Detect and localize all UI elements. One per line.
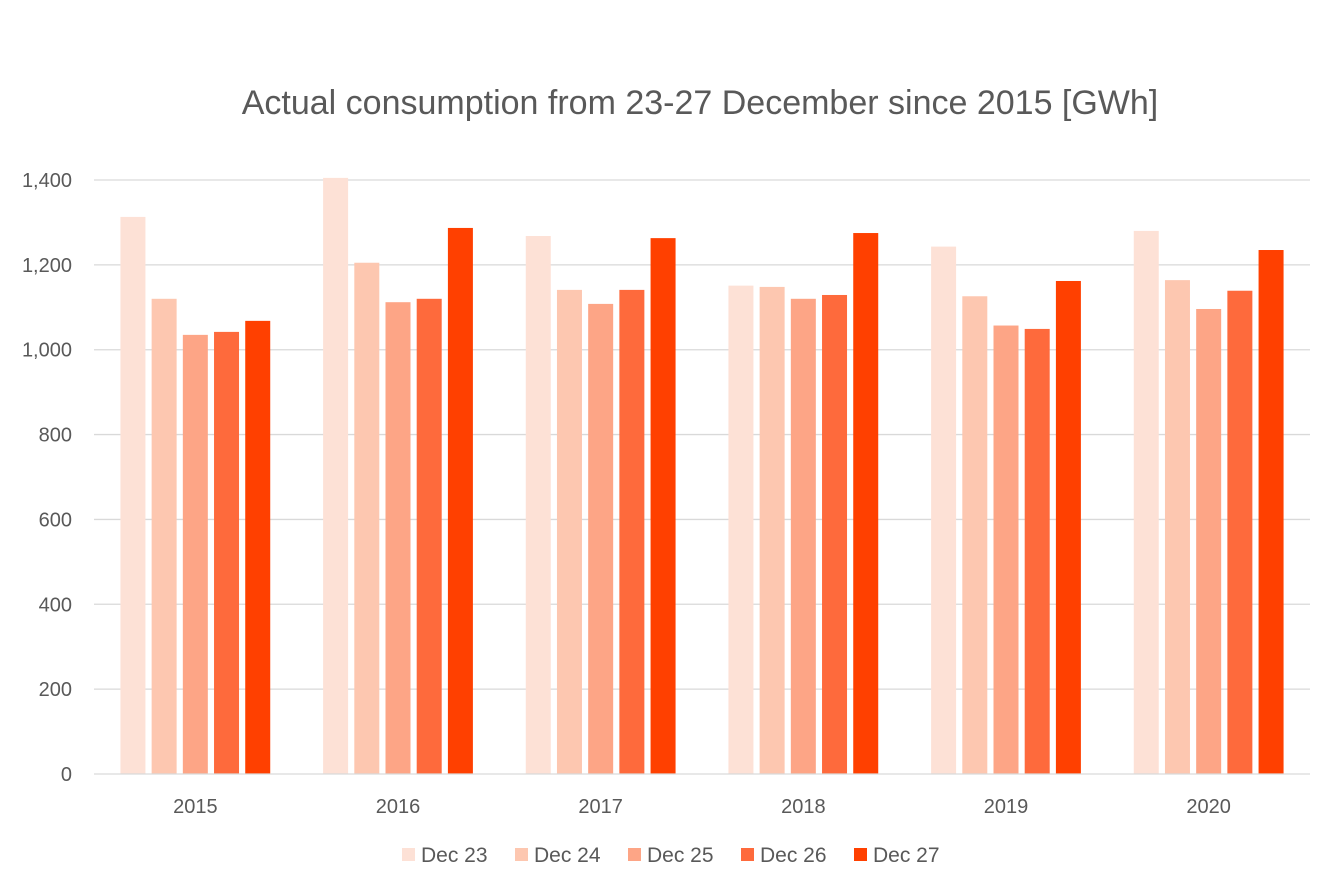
x-tick-label: 2018	[781, 796, 826, 818]
x-tick-label: 2015	[173, 796, 218, 818]
bar-2020-dec-25	[1196, 308, 1222, 774]
bar-2018-dec-27	[853, 233, 879, 775]
x-tick-label: 2016	[376, 796, 421, 818]
gridlines	[94, 179, 1310, 690]
bar-2017-dec-24	[556, 289, 582, 774]
y-tick-label: 1,200	[22, 255, 72, 277]
bar-2017-dec-23	[525, 236, 551, 774]
chart-title: Actual consumption from 23-27 December s…	[242, 84, 1159, 122]
x-tick-label: 2017	[578, 796, 623, 818]
legend-swatch	[854, 848, 867, 861]
y-tick-label: 0	[61, 764, 72, 786]
bar-2019-dec-23	[931, 246, 957, 774]
bar-2017-dec-26	[619, 289, 645, 774]
legend-label: Dec 25	[647, 844, 714, 867]
bar-2020-dec-23	[1133, 230, 1159, 774]
bar-2016-dec-23	[323, 177, 349, 775]
bar-2017-dec-27	[650, 238, 676, 774]
legend: Dec 23 Dec 24 Dec 25 Dec 26 Dec 27	[402, 844, 940, 867]
bar-2015-dec-25	[182, 334, 208, 774]
bar-2020-dec-26	[1227, 290, 1253, 774]
bar-2020-dec-24	[1164, 280, 1190, 774]
x-tick-label: 2020	[1186, 796, 1231, 818]
bar-2015-dec-27	[245, 320, 271, 774]
y-tick-label: 200	[39, 679, 72, 701]
bar-2018-dec-24	[759, 286, 785, 774]
y-tick-label: 600	[39, 509, 72, 531]
bar-2016-dec-26	[416, 298, 442, 774]
y-axis-tick-labels: 0 200 400 600 800 1,000 1,200 1,400	[22, 170, 72, 786]
legend-label: Dec 27	[873, 844, 940, 867]
y-tick-label: 1,400	[22, 170, 72, 192]
legend-swatch	[628, 848, 641, 861]
x-axis-tick-labels: 2015 2016 2017 2018 2019 2020	[173, 796, 1231, 818]
bar-2015-dec-23	[120, 216, 146, 775]
bar-2016-dec-27	[447, 227, 473, 775]
legend-label: Dec 23	[421, 844, 488, 867]
legend-swatch	[741, 848, 754, 861]
bar-2017-dec-25	[588, 303, 614, 774]
legend-item: Dec 24	[515, 844, 601, 867]
y-tick-label: 800	[39, 425, 72, 447]
legend-label: Dec 26	[760, 844, 827, 867]
bar-2018-dec-23	[728, 285, 754, 774]
y-tick-label: 1,000	[22, 340, 72, 362]
legend-label: Dec 24	[534, 844, 601, 867]
legend-item: Dec 26	[741, 844, 827, 867]
bar-2019-dec-24	[962, 296, 988, 774]
bar-2015-dec-26	[214, 331, 240, 774]
bar-2020-dec-27	[1258, 250, 1284, 774]
legend-item: Dec 23	[402, 844, 488, 867]
legend-swatch	[402, 848, 415, 861]
y-tick-label: 400	[39, 594, 72, 616]
bar-2019-dec-26	[1024, 328, 1050, 774]
x-tick-label: 2019	[984, 796, 1029, 818]
bar-2016-dec-25	[385, 302, 411, 774]
bar-2019-dec-25	[993, 325, 1019, 774]
bar-2015-dec-24	[151, 298, 177, 774]
legend-item: Dec 25	[628, 844, 714, 867]
legend-item: Dec 27	[854, 844, 940, 867]
bar-2016-dec-24	[354, 262, 380, 774]
bar-2018-dec-26	[822, 294, 848, 774]
bar-2019-dec-27	[1055, 280, 1081, 774]
legend-swatch	[515, 848, 528, 861]
bar-2018-dec-25	[790, 298, 816, 774]
bars	[120, 177, 1284, 775]
